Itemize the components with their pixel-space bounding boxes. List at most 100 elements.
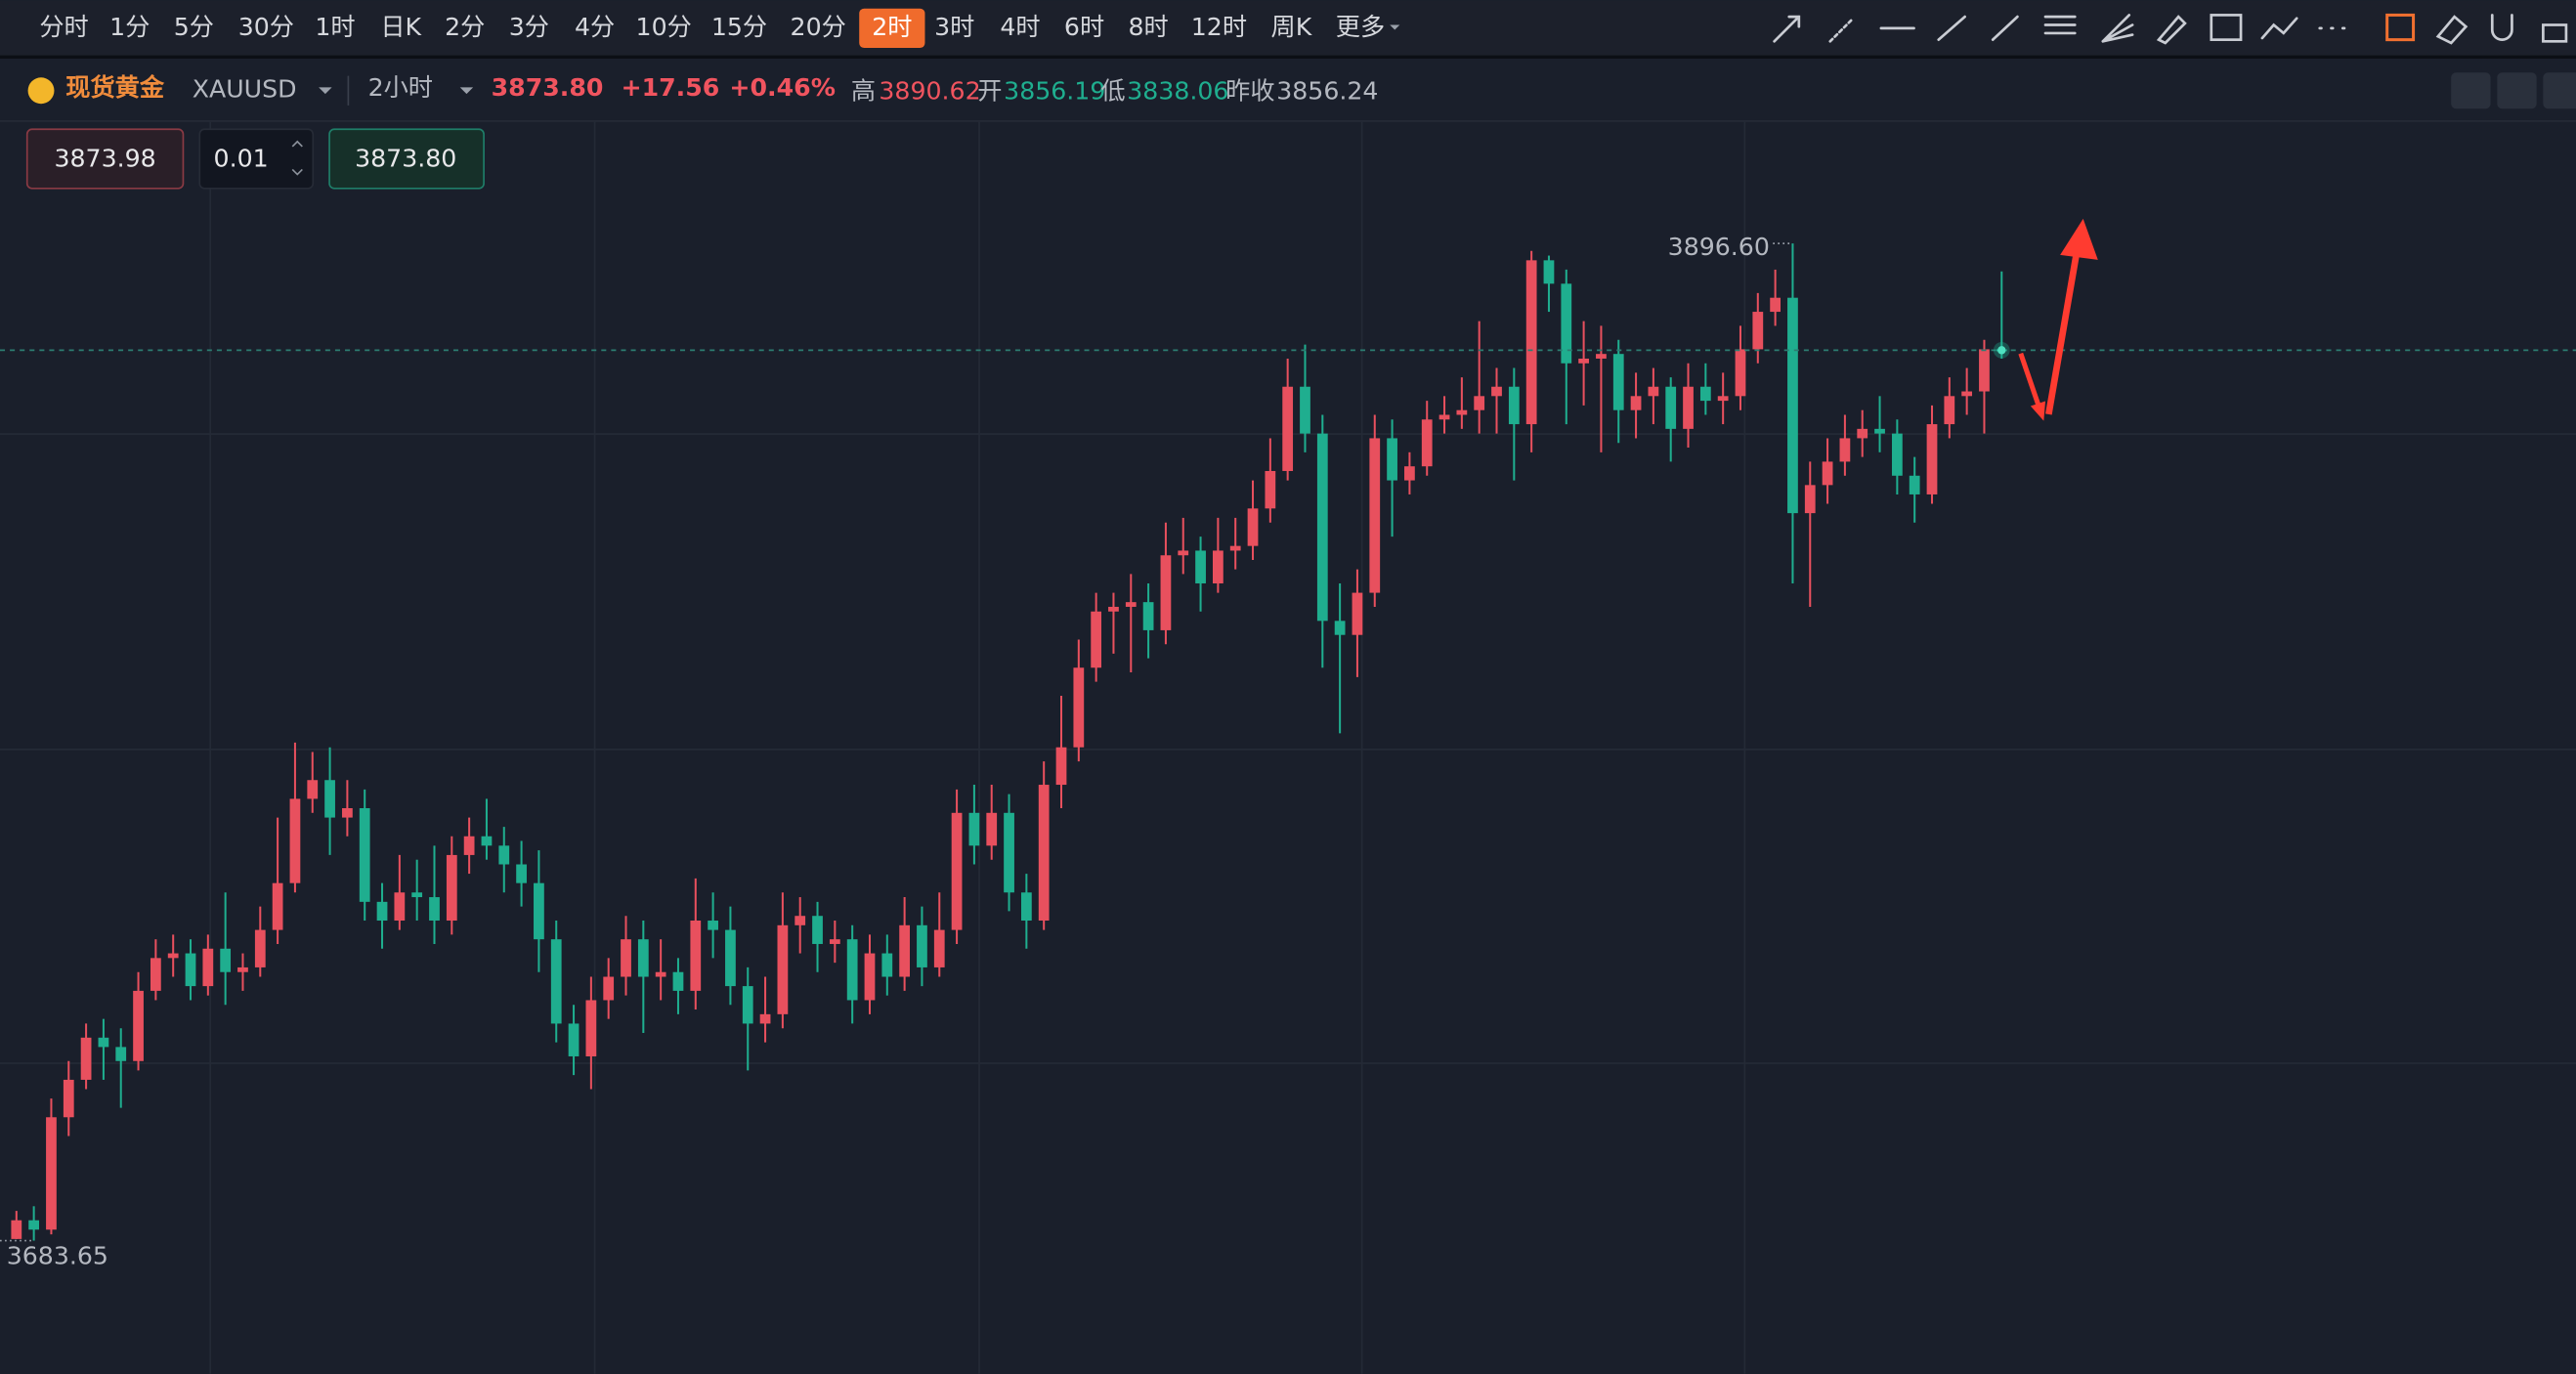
interval[interactable]: 2小时 [368,73,433,102]
candle-body [1038,785,1050,922]
stat-label: 低 [1100,76,1125,105]
tool-button[interactable] [2543,72,2576,109]
arrow-annotation [2045,242,2082,415]
period-tab[interactable]: 4分 [575,13,615,41]
low-label: 3683.65 [7,1241,108,1269]
candle-body [28,1220,40,1230]
period-tab[interactable]: 3时 [934,13,974,41]
period-tab[interactable]: 5分 [174,13,214,41]
candle-body [917,924,927,967]
tool-button[interactable] [2451,72,2491,109]
period-selected[interactable] [859,8,925,49]
candle-body [1909,475,1920,494]
symbol-code[interactable]: XAUUSD [193,75,297,104]
period-tab[interactable]: 8时 [1128,13,1168,41]
candle-body [742,986,753,1024]
period-bar [0,0,2576,57]
candle-body [202,948,214,987]
candle-body [1648,386,1659,397]
tool-icon[interactable] [2260,17,2298,40]
candle-body [1926,424,1938,494]
candle-body [1073,667,1085,748]
candle-body [80,1037,92,1080]
symbol-icon [27,77,55,105]
period-tab[interactable]: 1分 [109,13,150,41]
quantity-input[interactable] [198,128,315,190]
period-tab[interactable]: 12时 [1191,13,1247,41]
candle-body [1979,349,1990,392]
tool-icon[interactable] [2043,15,2077,35]
candle-body [1438,414,1450,420]
buy-button[interactable] [328,128,485,190]
period-tab[interactable]: 周K [1270,13,1312,41]
tool-icon[interactable] [2210,14,2243,41]
quantity[interactable]: 0.01 [214,144,269,172]
candle-body [1752,312,1764,350]
spinner[interactable] [291,140,303,176]
period-tab[interactable]: 分时 [39,13,88,41]
more-tab[interactable]: 更多 [1336,13,1385,41]
stat-label: 昨收 [1225,76,1274,105]
candle-body [150,958,161,991]
period-tab[interactable]: 10分 [636,13,692,41]
period-tab[interactable]: 2分 [445,13,485,41]
candle-body [1316,433,1328,622]
candle-body [899,924,911,977]
arrow-annotation [2030,401,2045,421]
candle-body [1857,428,1868,439]
sell-button[interactable] [25,128,185,190]
period-tab[interactable]: 30分 [238,13,294,41]
candle-body [1160,555,1172,630]
candle-body [637,939,649,977]
tool-icon[interactable] [2490,14,2513,41]
period-tab[interactable]: 4时 [1000,13,1040,41]
candle-body [324,780,335,818]
candle-body [11,1220,22,1239]
tool-icon[interactable] [2542,23,2568,43]
candle-body [1665,386,1677,429]
candle-body [133,990,144,1061]
candle-body [1596,354,1607,359]
candle-body [1891,433,1903,476]
period-tab[interactable]: 日K [380,13,422,41]
dropdown-arrow[interactable] [319,87,332,95]
candle-body [1091,611,1102,668]
candle-body [481,836,493,846]
period-tab[interactable]: 2时 [872,13,912,41]
dropdown-arrow[interactable] [459,87,474,95]
period-tab[interactable]: 15分 [711,13,767,41]
tool-icon[interactable] [1773,15,1801,43]
tool-button[interactable] [2497,72,2537,109]
grid [0,121,2576,1374]
candle-body [1630,396,1642,410]
tool-icon[interactable] [1937,15,1966,41]
candle-body [1108,606,1119,612]
period-tab[interactable]: 3分 [509,13,549,41]
candle-body [1282,386,1294,471]
period-tab[interactable]: 6时 [1064,13,1104,41]
drawing-tools[interactable] [1773,13,2576,109]
sell-price[interactable]: 3873.98 [54,144,155,172]
candle-body [1874,428,1885,434]
candle-body [621,939,631,977]
tool-icon[interactable] [2435,15,2469,45]
buy-price[interactable]: 3873.80 [355,144,456,172]
tool-icon[interactable] [1991,15,2019,41]
dropdown-arrow[interactable] [1390,24,1400,30]
period-tab[interactable]: 1时 [315,13,355,41]
candle-body [585,1000,597,1056]
candle-body [220,948,232,972]
tool-icon[interactable] [2385,13,2416,42]
candle-body [1334,621,1346,635]
candle-body [1247,508,1259,546]
tool-icon[interactable] [2101,14,2134,43]
candle-body [1699,386,1711,402]
tool-icon[interactable] [1828,17,1855,43]
candle-body [394,892,406,922]
candle-body [1142,602,1154,630]
candle-body [1525,260,1537,425]
period-tab[interactable]: 20分 [791,13,846,41]
tool-icon[interactable] [2156,15,2187,45]
